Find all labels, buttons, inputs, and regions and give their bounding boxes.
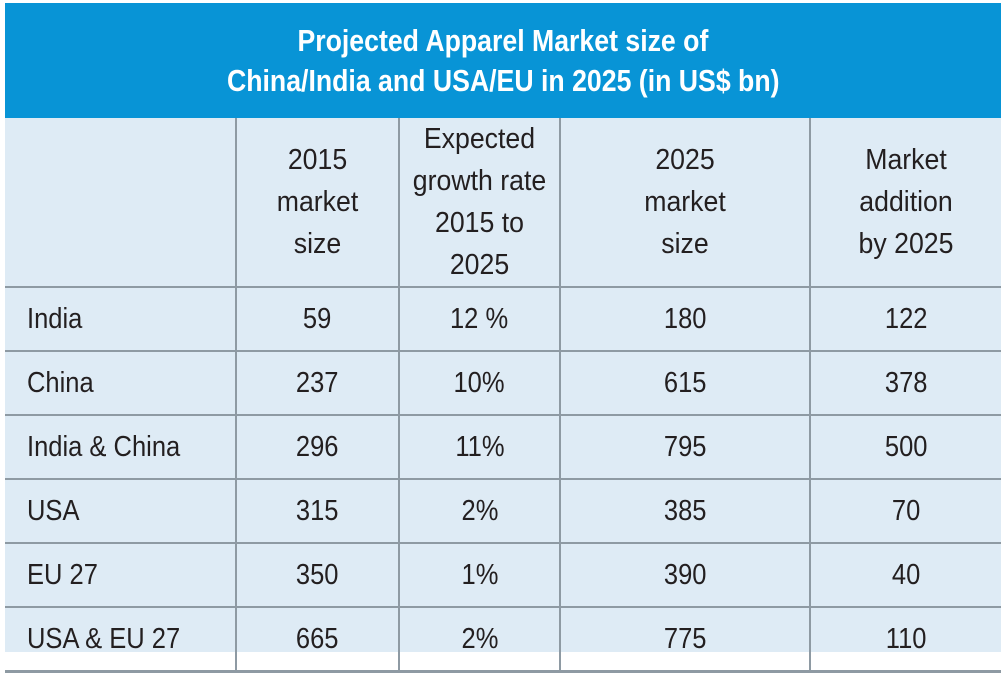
- table-row: EU 27 350 1% 390 40: [5, 543, 1001, 608]
- table-row: USA & EU 27 665 2% 775 110: [5, 607, 1001, 673]
- cell-2025-market-size: 775: [559, 607, 810, 673]
- header-line: Market: [865, 144, 947, 176]
- cell-market-addition: 378: [809, 351, 1001, 416]
- cell-2025-market-size: 180: [559, 287, 810, 352]
- cell-region: China: [5, 351, 236, 416]
- cell-region: USA & EU 27: [5, 607, 236, 673]
- cell-2025-market-size: 795: [559, 415, 810, 480]
- header-line: growth rate: [412, 165, 547, 197]
- table-row: India & China 296 11% 795 500: [5, 415, 1001, 480]
- table-row: India 59 12 % 180 122: [5, 287, 1001, 352]
- header-market-addition: Market addition by 2025: [809, 118, 1001, 288]
- header-line: market: [644, 186, 726, 218]
- cell-2015-market-size: 315: [235, 479, 399, 544]
- cell-growth-rate: 12 %: [398, 287, 560, 352]
- cell-market-addition: 122: [809, 287, 1001, 352]
- cell-region: India: [5, 287, 236, 352]
- cell-region: India & China: [5, 415, 236, 480]
- table-row: USA 315 2% 385 70: [5, 479, 1001, 544]
- table-title-line-1: Projected Apparel Market size of: [297, 22, 709, 58]
- header-line: size: [293, 228, 342, 260]
- table-row: China 237 10% 615 378: [5, 351, 1001, 416]
- cell-2025-market-size: 615: [559, 351, 810, 416]
- header-line: addition: [859, 186, 953, 218]
- cell-2015-market-size: 59: [235, 287, 399, 352]
- header-2025-market-size: 2025 market size: [559, 118, 810, 288]
- cell-2015-market-size: 237: [235, 351, 399, 416]
- header-line: size: [661, 228, 709, 260]
- cell-growth-rate: 11%: [398, 415, 560, 480]
- cell-growth-rate: 1%: [398, 543, 560, 608]
- cell-2015-market-size: 350: [235, 543, 399, 608]
- header-expected-growth-rate: Expected growth rate 2015 to 2025: [398, 118, 560, 288]
- cell-market-addition: 70: [809, 479, 1001, 544]
- header-line: 2025: [655, 144, 715, 176]
- header-2015-market-size: 2015 market size: [235, 118, 399, 288]
- cell-growth-rate: 2%: [398, 479, 560, 544]
- table-title-line-2: China/India and USA/EU in 2025 (in US$ b…: [226, 62, 780, 98]
- cell-2025-market-size: 385: [559, 479, 810, 544]
- header-line: Expected: [423, 123, 536, 155]
- cell-region: EU 27: [5, 543, 236, 608]
- cell-market-addition: 110: [809, 607, 1001, 673]
- cell-market-addition: 500: [809, 415, 1001, 480]
- cell-2015-market-size: 296: [235, 415, 399, 480]
- cell-region: USA: [5, 479, 236, 544]
- cell-market-addition: 40: [809, 543, 1001, 608]
- cell-2025-market-size: 390: [559, 543, 810, 608]
- header-line: by 2025: [858, 228, 954, 260]
- market-size-table: 2015 market size Expected growth rate 20…: [5, 118, 1001, 673]
- header-line: 2015 to 2025: [434, 207, 525, 281]
- cell-growth-rate: 10%: [398, 351, 560, 416]
- cell-growth-rate: 2%: [398, 607, 560, 673]
- header-row: 2015 market size Expected growth rate 20…: [5, 118, 1001, 288]
- header-line: 2015: [287, 144, 348, 176]
- header-region: [5, 118, 236, 288]
- table-title: Projected Apparel Market size of China/I…: [5, 3, 1001, 118]
- cell-2015-market-size: 665: [235, 607, 399, 673]
- header-line: market: [276, 186, 359, 218]
- market-size-table-card: Projected Apparel Market size of China/I…: [5, 3, 1001, 673]
